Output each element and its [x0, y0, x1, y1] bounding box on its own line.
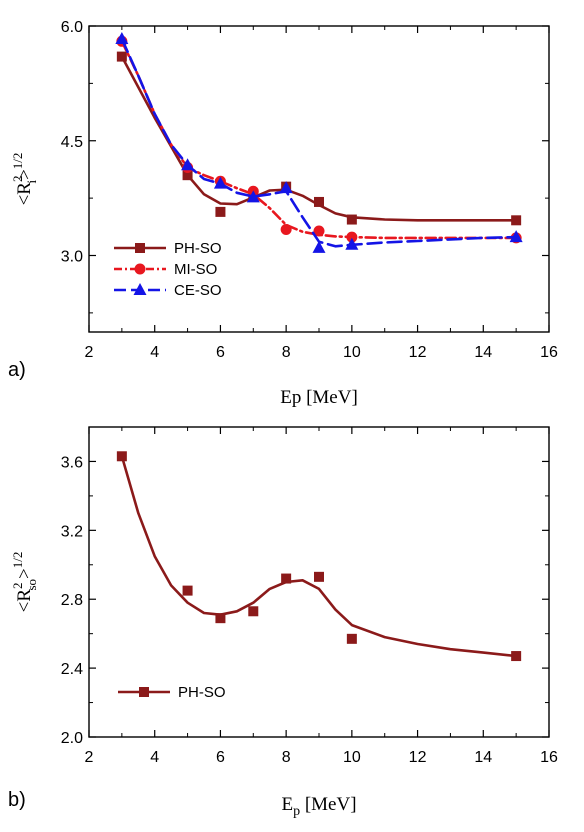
series-line	[120, 454, 518, 658]
x-tick-label: 4	[150, 749, 159, 766]
data-point	[314, 196, 324, 207]
x-tick-label: 2	[85, 749, 94, 766]
legend: PH-SO MI-SO CE-SO	[114, 240, 222, 299]
data-point	[115, 32, 129, 45]
x-tick-label: 10	[343, 749, 361, 766]
y-tick-label: 3.2	[61, 523, 83, 540]
data-point	[215, 206, 226, 217]
panel-label: b)	[8, 789, 26, 811]
series-ph-so	[116, 451, 522, 662]
data-point	[246, 190, 260, 203]
x-tick-label: 4	[150, 344, 159, 361]
y-tick-label: 3.6	[61, 454, 83, 471]
panel-label: a)	[8, 359, 26, 381]
x-tick-label: 14	[474, 344, 492, 361]
data-point	[182, 585, 193, 596]
x-tick-label: 10	[343, 344, 361, 361]
legend: PH-SO	[118, 684, 226, 701]
x-tick-label: 14	[474, 749, 492, 766]
y-tick-label: 2.4	[61, 661, 83, 678]
legend-marker	[135, 243, 145, 253]
data-point	[181, 158, 195, 171]
panel-a: 2 4 6 8 10 12 14 16 3.0 4.5 6.0 PH-SO MI-SO CE-SO a) Ep…	[8, 19, 558, 408]
y-axis-title: <R2i>1/2	[10, 153, 39, 206]
data-point	[346, 231, 358, 243]
data-point	[182, 170, 193, 181]
y-tick-label: 3.0	[61, 249, 83, 266]
data-point	[511, 651, 522, 662]
data-point	[312, 240, 326, 253]
data-point	[248, 606, 259, 617]
x-axis-title: Ep [MeV]	[280, 387, 358, 408]
series-mi-so	[116, 35, 522, 244]
x-tick-label: 16	[540, 749, 558, 766]
x-tick-label: 8	[282, 749, 291, 766]
x-tick-label: 12	[409, 344, 427, 361]
legend-label: PH-SO	[178, 684, 226, 701]
data-point	[116, 451, 127, 462]
data-point	[346, 214, 357, 225]
data-point	[280, 223, 292, 235]
x-axis-title: Ep [MeV]	[281, 794, 356, 819]
legend-marker	[134, 263, 146, 275]
x-tick-label: 6	[216, 344, 225, 361]
data-point	[346, 633, 357, 644]
series-line	[120, 55, 518, 222]
plot-frame	[88, 25, 550, 333]
data-point	[511, 215, 522, 226]
x-tick-label: 16	[540, 344, 558, 361]
y-tick-label: 2.8	[61, 592, 83, 609]
y-tick-label: 4.5	[61, 134, 83, 151]
legend-label: MI-SO	[174, 261, 217, 278]
y-tick-label: 2.0	[61, 730, 83, 747]
x-tick-label: 12	[409, 749, 427, 766]
series-ph-so	[116, 51, 522, 226]
data-point	[281, 573, 292, 584]
data-point	[313, 225, 325, 237]
x-tick-label: 8	[282, 344, 291, 361]
data-point	[509, 230, 523, 243]
legend-label: PH-SO	[174, 240, 222, 257]
legend-marker	[133, 283, 147, 295]
data-point	[279, 181, 293, 194]
legend-label: CE-SO	[174, 282, 222, 299]
x-tick-label: 6	[216, 749, 225, 766]
y-tick-label: 6.0	[61, 19, 83, 36]
legend-marker	[139, 687, 149, 697]
data-point	[116, 51, 127, 62]
series-ce-so	[115, 32, 523, 253]
series-line	[120, 39, 518, 240]
plot-frame	[88, 426, 550, 738]
y-axis-title: <R2so>1/2	[10, 552, 39, 613]
panel-b: 2 4 6 8 10 12 14 16 2.0 2.4 2.8 3.2 3.6 PH-SO b) Ep [Me…	[8, 426, 558, 819]
data-point	[345, 237, 359, 250]
x-tick-label: 2	[85, 344, 94, 361]
series-line	[120, 37, 518, 248]
data-point	[213, 176, 227, 189]
data-point	[314, 571, 324, 582]
data-point	[215, 613, 226, 624]
